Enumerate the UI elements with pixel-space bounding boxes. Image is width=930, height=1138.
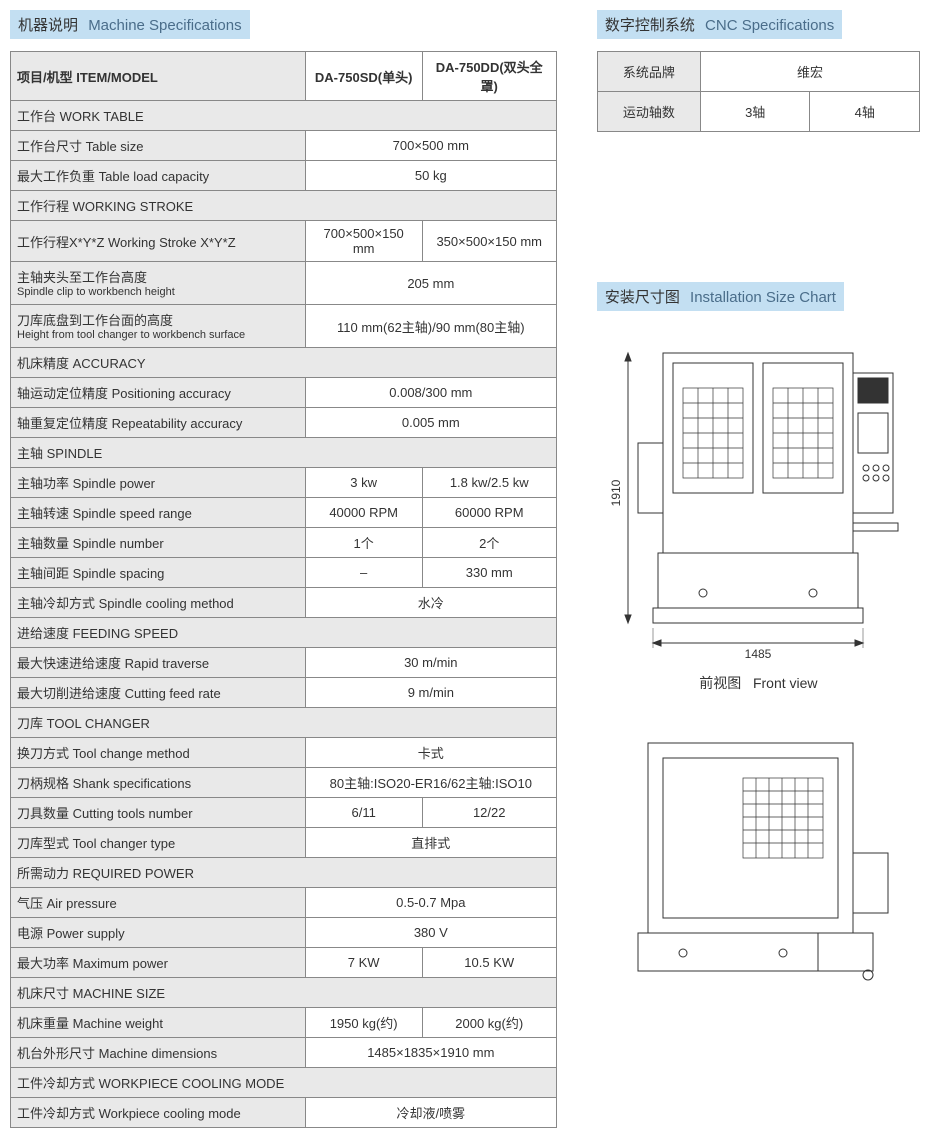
- spec-value-1: –: [305, 558, 422, 588]
- spec-value: 冷却液/喷雾: [305, 1098, 556, 1128]
- section-title: 工作行程 WORKING STROKE: [11, 191, 557, 221]
- cnc-spec-table: 系统品牌维宏运动轴数3轴4轴: [597, 51, 920, 132]
- spec-value-2: 330 mm: [422, 558, 556, 588]
- spec-label: 刀具数量 Cutting tools number: [11, 798, 306, 828]
- spec-value-2: 12/22: [422, 798, 556, 828]
- spec-label: 主轴冷却方式 Spindle cooling method: [11, 588, 306, 618]
- machine-spec-header: 机器说明 Machine Specifications: [10, 10, 250, 39]
- spec-value: 9 m/min: [305, 678, 556, 708]
- spec-label: 主轴功率 Spindle power: [11, 468, 306, 498]
- spec-value-2: 1.8 kw/2.5 kw: [422, 468, 556, 498]
- spec-label: 机床重量 Machine weight: [11, 1008, 306, 1038]
- spec-label: 换刀方式 Tool change method: [11, 738, 306, 768]
- spec-value: 0.005 mm: [305, 408, 556, 438]
- section-title: 所需动力 REQUIRED POWER: [11, 858, 557, 888]
- section-title: 工作台 WORK TABLE: [11, 101, 557, 131]
- spec-value-1: 1950 kg(约): [305, 1008, 422, 1038]
- head-model-1: DA-750SD(单头): [305, 52, 422, 101]
- top-view-diagram: [597, 723, 920, 983]
- spec-label: 工作台尺寸 Table size: [11, 131, 306, 161]
- spec-value-2: 60000 RPM: [422, 498, 556, 528]
- cnc-spec-header: 数字控制系统 CNC Specifications: [597, 10, 842, 39]
- spec-value: 50 kg: [305, 161, 556, 191]
- spec-value-1: 3 kw: [305, 468, 422, 498]
- spec-value-1: 6/11: [305, 798, 422, 828]
- head-item: 项目/机型 ITEM/MODEL: [11, 52, 306, 101]
- section-title: 机床精度 ACCURACY: [11, 348, 557, 378]
- spec-label: 轴重复定位精度 Repeatability accuracy: [11, 408, 306, 438]
- spec-value: 110 mm(62主轴)/90 mm(80主轴): [305, 305, 556, 348]
- spec-value-2: 350×500×150 mm: [422, 221, 556, 262]
- section-title: 工件冷却方式 WORKPIECE COOLING MODE: [11, 1068, 557, 1098]
- spec-label: 机台外形尺寸 Machine dimensions: [11, 1038, 306, 1068]
- spec-value-1: 7 KW: [305, 948, 422, 978]
- spec-value-2: 2000 kg(约): [422, 1008, 556, 1038]
- header-en: CNC Specifications: [705, 17, 834, 34]
- spec-value-2: 10.5 KW: [422, 948, 556, 978]
- spec-label: 刀库底盘到工作台面的高度Height from tool changer to …: [11, 305, 306, 348]
- head-model-2: DA-750DD(双头全罩): [422, 52, 556, 101]
- spec-label: 最大功率 Maximum power: [11, 948, 306, 978]
- section-title: 主轴 SPINDLE: [11, 438, 557, 468]
- spec-value-2: 2个: [422, 528, 556, 558]
- spec-value: 0.008/300 mm: [305, 378, 556, 408]
- spec-value: 30 m/min: [305, 648, 556, 678]
- section-title: 机床尺寸 MACHINE SIZE: [11, 978, 557, 1008]
- section-title: 刀库 TOOL CHANGER: [11, 708, 557, 738]
- spec-label: 电源 Power supply: [11, 918, 306, 948]
- front-view-caption: 前视图 Front view: [597, 673, 920, 693]
- spec-value: 700×500 mm: [305, 131, 556, 161]
- spec-label: 主轴转速 Spindle speed range: [11, 498, 306, 528]
- spec-label: 最大快速进给速度 Rapid traverse: [11, 648, 306, 678]
- machine-spec-table: 项目/机型 ITEM/MODELDA-750SD(单头)DA-750DD(双头全…: [10, 51, 557, 1128]
- section-title: 进给速度 FEEDING SPEED: [11, 618, 557, 648]
- header-cn: 安装尺寸图: [605, 289, 680, 306]
- spec-label: 工件冷却方式 Workpiece cooling mode: [11, 1098, 306, 1128]
- spec-label: 主轴间距 Spindle spacing: [11, 558, 306, 588]
- header-en: Installation Size Chart: [690, 289, 836, 306]
- spec-value: 0.5-0.7 Mpa: [305, 888, 556, 918]
- header-cn: 数字控制系统: [605, 17, 695, 34]
- spec-value: 380 V: [305, 918, 556, 948]
- spec-label: 主轴数量 Spindle number: [11, 528, 306, 558]
- spec-label: 最大切削进给速度 Cutting feed rate: [11, 678, 306, 708]
- spec-value: 1485×1835×1910 mm: [305, 1038, 556, 1068]
- cnc-value-2: 4轴: [810, 92, 920, 132]
- spec-value-1: 40000 RPM: [305, 498, 422, 528]
- dim-width: 1485: [745, 647, 772, 661]
- spec-value: 205 mm: [305, 262, 556, 305]
- spec-value: 卡式: [305, 738, 556, 768]
- install-header: 安装尺寸图 Installation Size Chart: [597, 282, 844, 311]
- spec-label: 最大工作负重 Table load capacity: [11, 161, 306, 191]
- cnc-label: 系统品牌: [597, 52, 700, 92]
- spec-value: 直排式: [305, 828, 556, 858]
- spec-label: 轴运动定位精度 Positioning accuracy: [11, 378, 306, 408]
- cnc-label: 运动轴数: [597, 92, 700, 132]
- spec-value-1: 700×500×150 mm: [305, 221, 422, 262]
- spec-value-1: 1个: [305, 528, 422, 558]
- cnc-value-1: 3轴: [700, 92, 810, 132]
- spec-label: 气压 Air pressure: [11, 888, 306, 918]
- cnc-value: 维宏: [700, 52, 919, 92]
- header-en: Machine Specifications: [88, 17, 241, 34]
- spec-label: 工作行程X*Y*Z Working Stroke X*Y*Z: [11, 221, 306, 262]
- spec-label: 主轴夹头至工作台高度Spindle clip to workbench heig…: [11, 262, 306, 305]
- spec-value: 水冷: [305, 588, 556, 618]
- dim-height: 1910: [609, 479, 623, 506]
- spec-label: 刀柄规格 Shank specifications: [11, 768, 306, 798]
- spec-label: 刀库型式 Tool changer type: [11, 828, 306, 858]
- front-view-diagram: 1910 1485: [597, 333, 920, 663]
- header-cn: 机器说明: [18, 17, 78, 34]
- spec-value: 80主轴:ISO20-ER16/62主轴:ISO10: [305, 768, 556, 798]
